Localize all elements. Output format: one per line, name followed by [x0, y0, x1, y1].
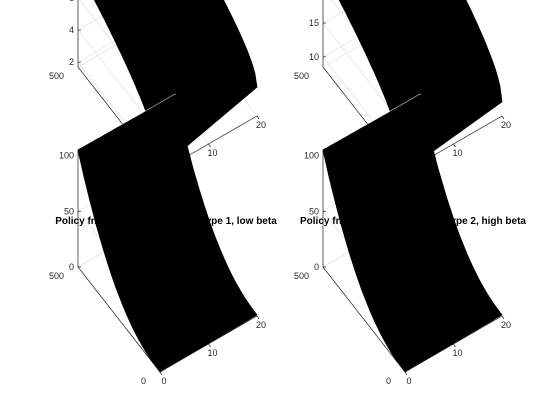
surface-mesh [322, 94, 503, 373]
x-tick-label: 10 [452, 348, 462, 358]
x-tick-label: 10 [207, 348, 217, 358]
y-tick-label: 0 [141, 376, 146, 386]
x-tick-label: 0 [406, 376, 411, 386]
axes: 0 10 20 0 500 0 50 100 [294, 150, 511, 386]
x-tick-label: 0 [161, 376, 166, 386]
y-tick-label: 0 [386, 376, 391, 386]
chart-title: Policy fn (next period assets): Type 1, … [55, 216, 277, 227]
z-tick-label: 15 [309, 18, 319, 28]
z-tick-label: 10 [309, 52, 319, 62]
subplot-2: 010200500101520Value fn: Type 2, high be… [294, 0, 511, 186]
z-tick-label: 50 [309, 206, 319, 216]
chart-title: Policy fn (next period assets): Type 2, … [300, 216, 526, 227]
y-axis-line [77, 266, 161, 373]
chart-title: Value fn: Type 2, high beta [350, 16, 476, 27]
subplot-4: 0 10 20 0 500 0 50 100 Policy fn (next period as… [294, 93, 526, 386]
x-tick-label: 20 [501, 320, 511, 330]
axes: 0 10 20 0 500 0 50 100 [49, 150, 266, 386]
z-tick-label: 0 [69, 262, 74, 272]
z-tick-label: 50 [64, 206, 74, 216]
y-tick-label: 500 [49, 271, 64, 281]
x-tick-label: 20 [501, 120, 511, 130]
z-tick-label: 2 [69, 57, 74, 67]
surface-mesh [93, 0, 258, 170]
y-axis-line [322, 266, 406, 373]
z-tick-label: 4 [69, 25, 74, 35]
z-tick-label: 6 [69, 0, 74, 3]
z-tick-label: 100 [304, 151, 319, 161]
z-tick-label: 100 [59, 151, 74, 161]
z-tick-label: 0 [314, 262, 319, 272]
x-tick-label: 20 [256, 320, 266, 330]
x-tick-label: 10 [452, 148, 462, 158]
x-tick-label: 10 [207, 148, 217, 158]
y-tick-label: 500 [294, 71, 309, 81]
x-tick-label: 20 [256, 120, 266, 130]
y-tick-label: 500 [294, 271, 309, 281]
y-tick-label: 500 [49, 71, 64, 81]
surface-mesh [338, 0, 503, 173]
subplot-3: 0 10 20 0 500 0 50 100 Policy fn (next period as… [49, 93, 277, 386]
chart-title: Value fn: Type 1, low beta [106, 16, 227, 27]
surface-mesh [77, 94, 258, 373]
